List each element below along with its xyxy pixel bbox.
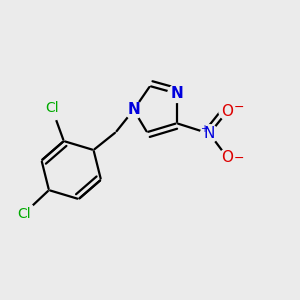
Text: O: O <box>221 104 233 119</box>
Text: Cl: Cl <box>45 101 59 116</box>
Circle shape <box>125 101 142 119</box>
Text: N: N <box>204 126 215 141</box>
Circle shape <box>200 125 218 142</box>
Text: +: + <box>200 124 208 134</box>
Circle shape <box>219 149 236 166</box>
Circle shape <box>168 85 186 102</box>
Circle shape <box>40 97 64 120</box>
Text: Cl: Cl <box>17 207 31 221</box>
Text: −: − <box>234 152 244 164</box>
Text: N: N <box>127 102 140 117</box>
Text: O: O <box>221 150 233 165</box>
Text: N: N <box>170 86 183 101</box>
Circle shape <box>219 103 236 120</box>
Circle shape <box>12 202 36 226</box>
Text: −: − <box>234 101 244 114</box>
